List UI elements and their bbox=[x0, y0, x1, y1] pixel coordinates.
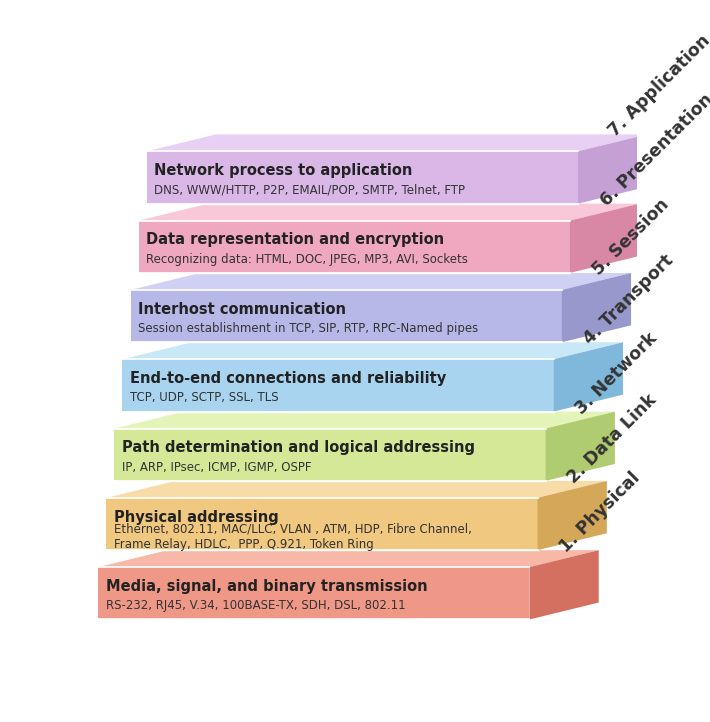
Text: 1. Physical: 1. Physical bbox=[557, 469, 644, 556]
Polygon shape bbox=[554, 342, 623, 412]
Polygon shape bbox=[123, 342, 623, 360]
Polygon shape bbox=[545, 412, 615, 481]
Text: Recognizing data: HTML, DOC, JPEG, MP3, AVI, Sockets: Recognizing data: HTML, DOC, JPEG, MP3, … bbox=[146, 253, 468, 266]
Polygon shape bbox=[98, 567, 530, 619]
Text: 6. Presentation: 6. Presentation bbox=[597, 90, 710, 210]
Polygon shape bbox=[530, 550, 599, 619]
Text: Ethernet, 802.11, MAC/LLC, VLAN , ATM, HDP, Fibre Channel,
Frame Relay, HDLC,  P: Ethernet, 802.11, MAC/LLC, VLAN , ATM, H… bbox=[114, 523, 472, 551]
Text: IP, ARP, IPsec, ICMP, IGMP, OSPF: IP, ARP, IPsec, ICMP, IGMP, OSPF bbox=[122, 461, 312, 474]
Text: TCP, UDP, SCTP, SSL, TLS: TCP, UDP, SCTP, SSL, TLS bbox=[130, 391, 279, 404]
Polygon shape bbox=[147, 152, 578, 204]
Polygon shape bbox=[570, 204, 639, 273]
Text: Path determination and logical addressing: Path determination and logical addressin… bbox=[122, 440, 475, 456]
Polygon shape bbox=[138, 204, 639, 221]
Polygon shape bbox=[114, 429, 545, 481]
Text: End-to-end connections and reliability: End-to-end connections and reliability bbox=[130, 371, 447, 386]
Polygon shape bbox=[98, 550, 599, 567]
Polygon shape bbox=[106, 498, 537, 550]
Polygon shape bbox=[123, 360, 554, 412]
Text: Session establishment in TCP, SIP, RTP, RPC-Named pipes: Session establishment in TCP, SIP, RTP, … bbox=[138, 322, 479, 335]
Polygon shape bbox=[537, 481, 607, 550]
Text: Physical addressing: Physical addressing bbox=[114, 510, 279, 525]
Text: Interhost communication: Interhost communication bbox=[138, 302, 346, 317]
Text: 4. Transport: 4. Transport bbox=[581, 251, 677, 348]
Text: 5. Session: 5. Session bbox=[589, 196, 672, 279]
Polygon shape bbox=[131, 273, 631, 290]
Polygon shape bbox=[106, 481, 607, 498]
Text: Media, signal, and binary transmission: Media, signal, and binary transmission bbox=[106, 579, 427, 594]
Text: 3. Network: 3. Network bbox=[572, 329, 661, 417]
Polygon shape bbox=[114, 412, 615, 429]
Polygon shape bbox=[147, 134, 648, 152]
Text: 2. Data Link: 2. Data Link bbox=[564, 391, 660, 487]
Polygon shape bbox=[562, 273, 631, 342]
Polygon shape bbox=[138, 221, 570, 273]
Text: RS-232, RJ45, V.34, 100BASE-TX, SDH, DSL, 802.11: RS-232, RJ45, V.34, 100BASE-TX, SDH, DSL… bbox=[106, 599, 405, 612]
Text: Data representation and encryption: Data representation and encryption bbox=[146, 232, 444, 248]
Text: 7. Application: 7. Application bbox=[605, 32, 710, 141]
Text: Network process to application: Network process to application bbox=[155, 163, 413, 178]
Polygon shape bbox=[131, 290, 562, 342]
Polygon shape bbox=[578, 134, 648, 204]
Text: DNS, WWW/HTTP, P2P, EMAIL/POP, SMTP, Telnet, FTP: DNS, WWW/HTTP, P2P, EMAIL/POP, SMTP, Tel… bbox=[155, 183, 466, 196]
